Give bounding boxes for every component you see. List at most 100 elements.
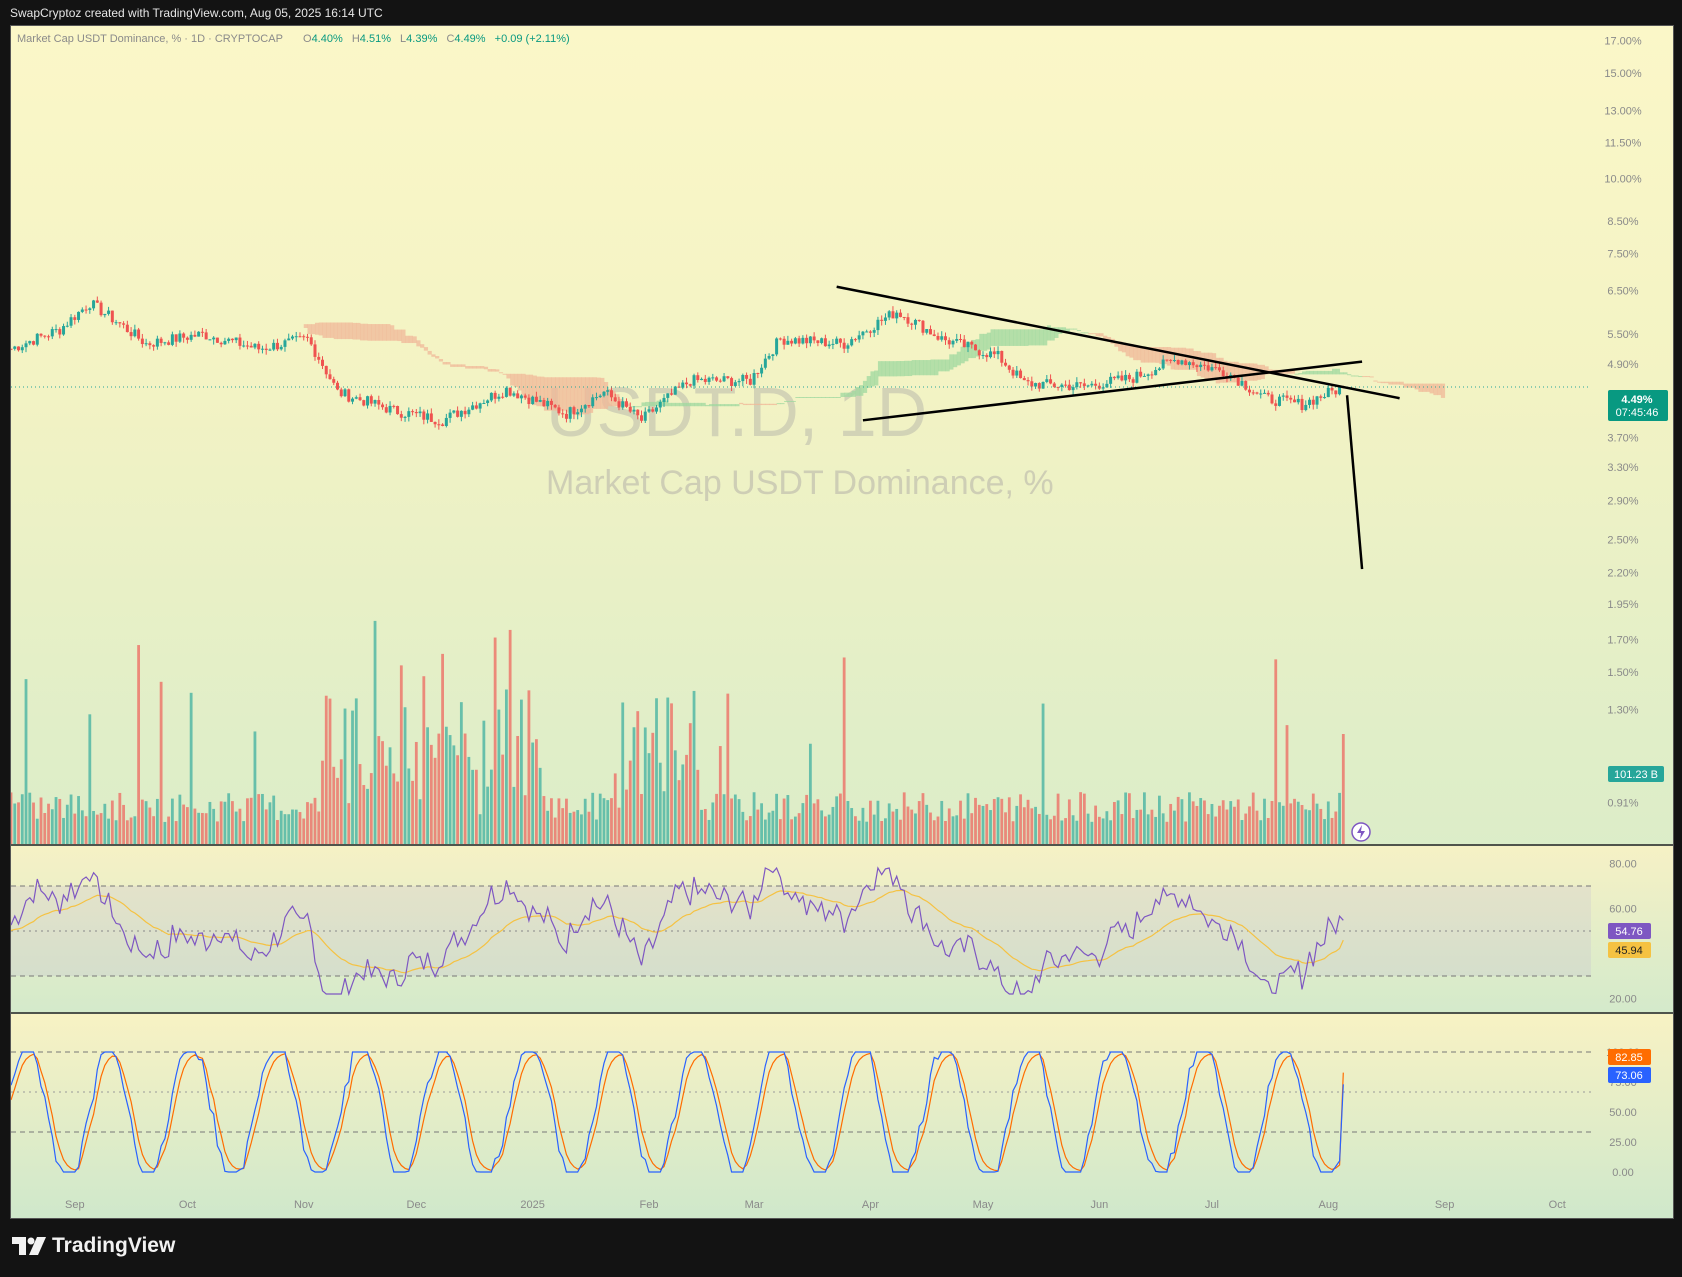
candle-body	[782, 338, 786, 345]
candle-body	[561, 413, 565, 415]
candle-body	[722, 376, 726, 382]
cloud-segment	[806, 396, 811, 398]
candle-body	[527, 397, 531, 405]
candle-body	[275, 342, 279, 350]
volume-bar	[1180, 799, 1184, 844]
volume-bar	[823, 816, 827, 844]
candle-body	[850, 339, 854, 346]
chart-svg[interactable]: USDT.D, 1D Market Cap USDT Dominance, % …	[11, 26, 1673, 1218]
bolt-icon[interactable]	[1351, 822, 1371, 842]
candle-body	[928, 329, 932, 335]
candle-body	[808, 336, 812, 344]
cloud-segment	[765, 403, 770, 406]
volume-bar	[28, 792, 32, 844]
volume-bar	[1206, 814, 1210, 844]
time-tick-label: Jun	[1090, 1199, 1108, 1211]
price-tick-label: 0.91%	[1607, 797, 1638, 809]
cloud-segment	[742, 403, 748, 406]
volume-bar	[748, 816, 752, 844]
price-axis[interactable]: 17.00% 15.00% 13.00% 11.50% 10.00% 8.50% 7.50%…	[1604, 36, 1642, 1179]
cloud-segment	[1061, 327, 1067, 333]
trendlines[interactable]	[836, 285, 1400, 570]
cloud-segment	[1151, 347, 1157, 363]
candle-body	[28, 341, 32, 344]
candle-body	[1022, 378, 1026, 381]
cloud-segment	[686, 402, 691, 407]
candle-body	[392, 405, 396, 407]
volume-bar	[808, 743, 812, 844]
volume-bar	[482, 720, 486, 844]
candle-body	[673, 386, 677, 395]
cloud-segment	[1347, 374, 1352, 376]
candle-body	[617, 401, 621, 408]
tradingview-logo[interactable]: TradingView	[12, 1234, 175, 1258]
volume-bar	[1004, 812, 1007, 844]
cloud-segment	[971, 339, 976, 359]
volume-bar	[336, 777, 339, 844]
volume-bar	[433, 757, 437, 844]
candle-body	[1154, 369, 1158, 376]
volume-bar	[159, 681, 163, 844]
candle-body	[579, 408, 583, 413]
candle-body	[133, 329, 137, 337]
chart-frame[interactable]: USDT.D, 1D Market Cap USDT Dominance, % …	[10, 25, 1674, 1219]
candle-body	[429, 413, 433, 422]
cloud-segment	[1230, 361, 1235, 383]
cloud-segment	[1088, 333, 1093, 335]
candle-body	[621, 401, 625, 408]
volume-bar	[422, 676, 426, 844]
price-tick-label: 1.30%	[1607, 704, 1638, 716]
cloud-segment	[1073, 328, 1078, 330]
candle-body	[816, 340, 820, 344]
candle-body	[1221, 370, 1225, 377]
volume-bar	[354, 698, 358, 844]
cloud-segment	[547, 377, 552, 411]
volume-bar	[437, 733, 441, 844]
cloud-segment	[1324, 370, 1329, 375]
candle-body	[583, 405, 587, 409]
volume-bar	[610, 798, 613, 844]
time-tick-label: Sep	[65, 1199, 85, 1211]
volume-bar	[557, 798, 561, 844]
price-tick-label: 1.70%	[1607, 635, 1638, 647]
price-tick-label: 15.00%	[1604, 68, 1642, 80]
time-axis[interactable]: Sep Oct Nov Dec 2025 Feb Mar Apr May Jun Jul Aug Sep…	[65, 1199, 1566, 1211]
cloud-segment	[438, 359, 444, 362]
volume-bar	[1131, 818, 1135, 844]
candle-body	[1274, 403, 1278, 406]
candle-body	[1315, 396, 1319, 405]
candle-body	[531, 396, 535, 405]
candle-body	[655, 407, 659, 412]
candle-body	[1330, 387, 1334, 391]
volume-bar	[1037, 813, 1041, 844]
candle-body	[302, 336, 306, 338]
cloud-segment	[874, 370, 879, 386]
cloud-segment	[1144, 347, 1149, 363]
volume-bar	[272, 795, 276, 844]
cloud-segment	[1320, 370, 1325, 375]
cloud-segment	[371, 324, 376, 341]
candle-body	[516, 393, 520, 399]
volume-bar	[47, 803, 50, 844]
volume-bar	[1300, 805, 1304, 844]
volume-bar	[989, 810, 992, 844]
volume-bar	[58, 798, 62, 844]
cloud-segment	[1422, 383, 1427, 392]
cloud-segment	[528, 374, 534, 401]
candle-body	[204, 332, 208, 340]
cloud-segment	[333, 322, 338, 340]
volume-bar	[527, 690, 531, 844]
candle-body	[309, 337, 313, 345]
cloud-segment	[1339, 372, 1344, 375]
volume-bar	[1270, 800, 1274, 844]
candle-body	[369, 396, 373, 404]
candle-body	[471, 405, 475, 410]
cloud-segment	[390, 325, 395, 341]
rsi-tick-label: 20.00	[1609, 994, 1637, 1006]
candle-body	[384, 407, 388, 413]
volume-bar	[561, 808, 565, 844]
volume-bar	[452, 745, 456, 844]
cloud-segment	[318, 322, 323, 336]
volume-bar	[572, 811, 576, 844]
candle-body	[1266, 392, 1270, 395]
